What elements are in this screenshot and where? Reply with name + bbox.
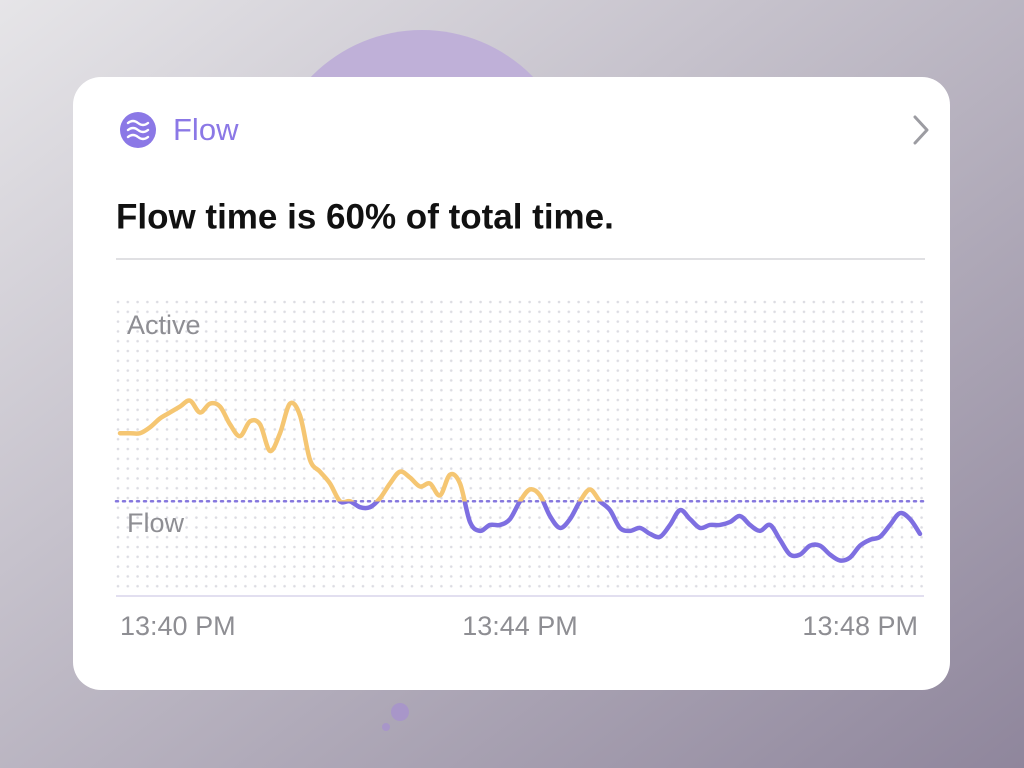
chevron[interactable] — [913, 115, 929, 145]
chart: Active Flow 13:40 PM 13:44 PM 13:48 PM — [114, 300, 926, 641]
backdrop-dot — [391, 703, 409, 721]
headline: Flow time is 60% of total time. — [116, 197, 614, 236]
x-tick-label: 13:48 PM — [802, 611, 918, 641]
annotation: Active — [127, 310, 201, 340]
flow-line — [117, 398, 923, 563]
x-tick-label: 13:44 PM — [462, 611, 578, 641]
app-title: Flow — [173, 112, 239, 147]
wave-icon — [126, 119, 150, 141]
dot-grid — [116, 300, 926, 592]
annotation: Flow — [127, 508, 185, 538]
backdrop-dot — [382, 723, 390, 731]
x-tick-label: 13:40 PM — [120, 611, 236, 641]
